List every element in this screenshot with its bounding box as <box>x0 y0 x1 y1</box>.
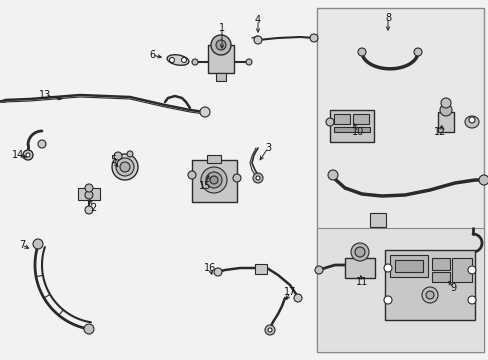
Text: 7: 7 <box>19 240 25 250</box>
Bar <box>333 127 369 132</box>
Text: 5: 5 <box>110 155 116 165</box>
Circle shape <box>112 154 138 180</box>
Circle shape <box>267 328 271 332</box>
Circle shape <box>85 206 93 214</box>
Bar <box>333 114 349 124</box>
Circle shape <box>214 268 222 276</box>
Circle shape <box>256 176 260 180</box>
Circle shape <box>293 294 302 302</box>
Bar <box>389 255 427 277</box>
Bar <box>216 73 225 81</box>
Circle shape <box>187 171 196 179</box>
Circle shape <box>33 239 43 249</box>
Circle shape <box>200 107 209 117</box>
Circle shape <box>205 172 222 188</box>
Circle shape <box>252 173 263 183</box>
Text: 11: 11 <box>355 277 367 287</box>
Bar <box>369 213 385 227</box>
Circle shape <box>468 117 474 123</box>
Circle shape <box>467 266 475 274</box>
Circle shape <box>354 247 364 257</box>
Ellipse shape <box>167 55 188 65</box>
Circle shape <box>253 36 262 44</box>
Bar <box>394 260 422 272</box>
Text: 14: 14 <box>12 150 24 160</box>
Bar <box>206 155 221 163</box>
Text: 1: 1 <box>219 23 224 33</box>
Bar <box>329 110 373 142</box>
Circle shape <box>201 167 226 193</box>
Circle shape <box>245 59 251 65</box>
Circle shape <box>467 296 475 304</box>
Bar <box>431 272 449 282</box>
Circle shape <box>425 291 433 299</box>
Circle shape <box>232 174 241 182</box>
Circle shape <box>327 170 337 180</box>
Text: 3: 3 <box>264 143 270 153</box>
Text: 9: 9 <box>449 283 455 293</box>
Circle shape <box>383 264 391 272</box>
Bar <box>431 258 449 270</box>
Bar <box>78 188 100 200</box>
Bar <box>352 114 368 124</box>
Bar <box>345 258 374 278</box>
Circle shape <box>357 48 365 56</box>
Circle shape <box>325 118 333 126</box>
Circle shape <box>210 35 230 55</box>
Text: 13: 13 <box>39 90 51 100</box>
Bar <box>437 112 453 132</box>
Circle shape <box>383 296 391 304</box>
Bar <box>254 264 266 274</box>
Bar <box>316 228 483 352</box>
Circle shape <box>440 98 450 108</box>
Text: 10: 10 <box>351 127 364 137</box>
Text: 2: 2 <box>90 203 96 213</box>
Bar <box>192 160 237 202</box>
Text: 8: 8 <box>384 13 390 23</box>
Circle shape <box>84 324 94 334</box>
Circle shape <box>127 151 133 157</box>
Circle shape <box>350 243 368 261</box>
Text: 6: 6 <box>149 50 155 60</box>
Bar <box>207 45 234 73</box>
Circle shape <box>114 152 122 160</box>
Circle shape <box>85 184 93 192</box>
Circle shape <box>413 48 421 56</box>
Circle shape <box>26 153 30 157</box>
Circle shape <box>216 40 225 50</box>
Bar <box>451 258 471 282</box>
Circle shape <box>120 162 130 172</box>
Text: 17: 17 <box>283 287 296 297</box>
Ellipse shape <box>464 116 478 128</box>
Circle shape <box>209 176 218 184</box>
Circle shape <box>169 58 174 63</box>
Text: 4: 4 <box>254 15 261 25</box>
Circle shape <box>314 266 323 274</box>
Circle shape <box>85 191 93 199</box>
Circle shape <box>478 175 488 185</box>
Circle shape <box>264 325 274 335</box>
Circle shape <box>309 34 317 42</box>
Circle shape <box>181 58 186 63</box>
Circle shape <box>439 104 451 116</box>
Text: 12: 12 <box>433 127 445 137</box>
Circle shape <box>116 158 134 176</box>
Text: 15: 15 <box>199 181 211 191</box>
Text: 16: 16 <box>203 263 216 273</box>
Circle shape <box>192 59 198 65</box>
Circle shape <box>421 287 437 303</box>
Bar <box>316 8 483 352</box>
Circle shape <box>38 140 46 148</box>
Circle shape <box>23 150 33 160</box>
Bar <box>384 250 474 320</box>
